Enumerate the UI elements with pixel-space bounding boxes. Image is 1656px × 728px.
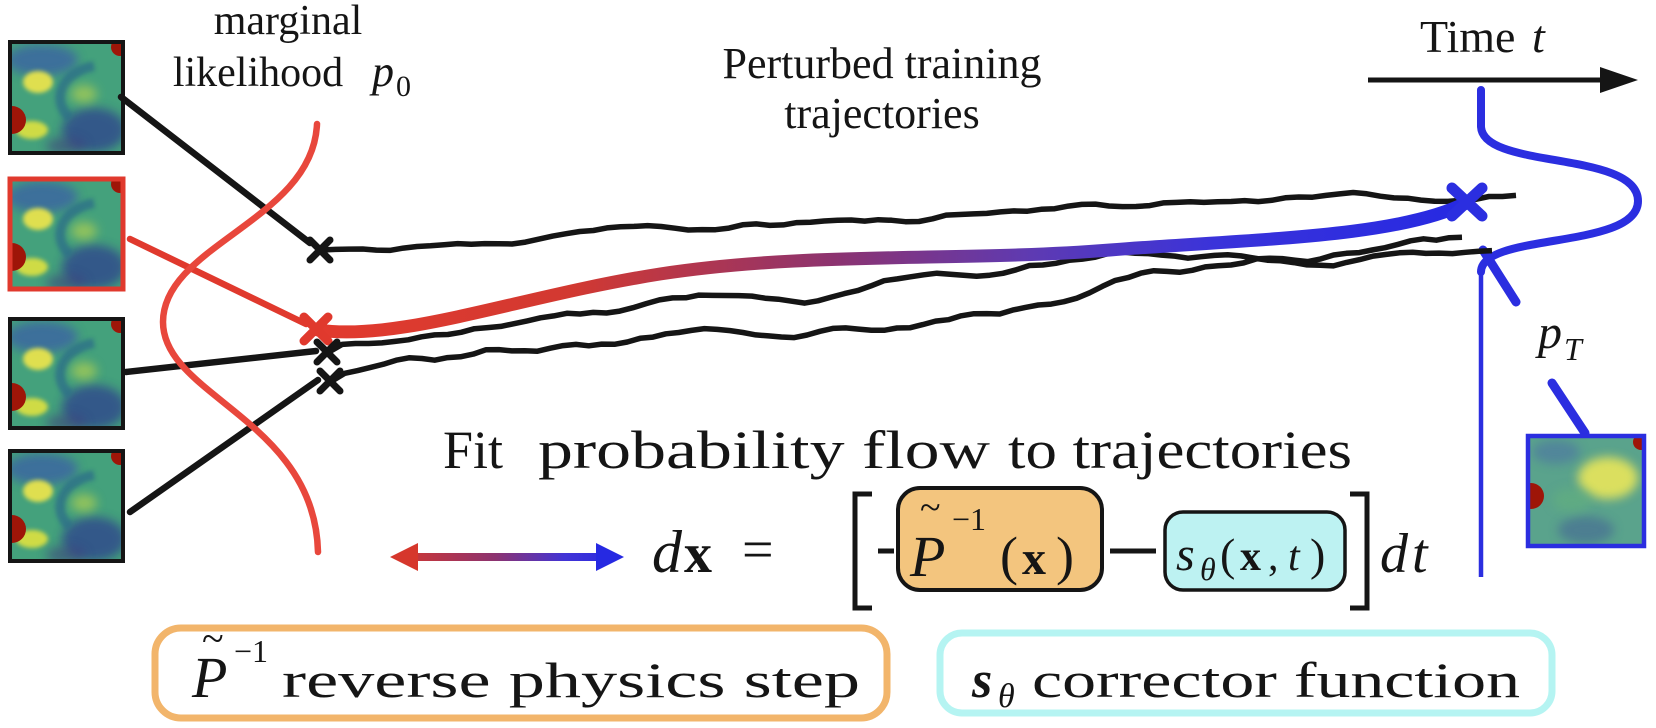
eq-s-theta: θ <box>1200 551 1216 587</box>
eq-bold-x-2: x <box>1240 534 1261 580</box>
pT-gaussian-curve <box>1477 86 1643 276</box>
eq-left-bracket-icon <box>852 491 872 611</box>
probability-flow-equation: d x = P ~ −1 ( x ) s θ ( x , t ) d t <box>652 486 1429 611</box>
simulation-snapshot-4 <box>0 447 129 564</box>
start-marker-x-red <box>299 312 333 346</box>
eq-d: d <box>652 519 683 585</box>
legend2-sub: θ <box>998 678 1015 715</box>
simulation-snapshot-1 <box>0 38 129 155</box>
connector-line-3 <box>122 347 320 376</box>
connector-line-4 <box>126 376 322 516</box>
legend2-s: s <box>971 652 992 709</box>
time-axis: Time t <box>1368 11 1638 93</box>
snapshot-connectors <box>117 93 322 516</box>
pT-sample-snapshot <box>1518 433 1649 549</box>
fit-gradient-words: probability flow <box>538 420 990 480</box>
legend1-P: P <box>191 645 227 710</box>
eq-t: t <box>1288 534 1301 580</box>
eq-bold-x: x <box>1022 532 1046 585</box>
training-trajectories <box>321 189 1517 384</box>
legend1-label: reverse physics step <box>282 652 860 708</box>
eq-open-paren: ( <box>1000 526 1018 586</box>
pT-leader-line-bottom <box>1547 378 1590 438</box>
eq-equals: = <box>742 519 774 581</box>
probability-flow-curve <box>311 196 1473 339</box>
trajectory-2 <box>327 247 1493 355</box>
connector-line-1 <box>117 93 314 247</box>
eq-right-bracket-icon <box>1350 491 1370 611</box>
pT-leader-line-top <box>1478 245 1521 307</box>
eq-open-paren-2: ( <box>1220 529 1235 580</box>
eq-comma: , <box>1268 534 1279 580</box>
eq-dt-d: d <box>1380 523 1409 585</box>
perturbed-label-line2: trajectories <box>784 89 979 138</box>
flow-direction-arrow-icon <box>390 543 624 571</box>
p0-symbol: p <box>369 47 394 96</box>
start-marker-x-1 <box>306 236 334 264</box>
perturbed-label-line1: Perturbed training <box>723 39 1042 88</box>
fit-prefix: Fit <box>443 420 503 480</box>
trajectory-1 <box>321 189 1517 254</box>
eq-P-sup: −1 <box>952 501 986 537</box>
trajectory-3 <box>330 234 1463 384</box>
eq-x: x <box>684 523 712 585</box>
eq-P: P <box>909 524 945 589</box>
legend-reverse-physics: P ~ −1 reverse physics step <box>151 616 891 722</box>
legend2-label: corrector function <box>1032 652 1520 708</box>
physics-term-box <box>896 486 1104 592</box>
time-var: t <box>1532 11 1546 62</box>
legend-corrector-function: s θ corrector function <box>936 629 1556 717</box>
end-marker-x-blue <box>1446 182 1488 222</box>
marginal-likelihood-label-line1: marginal <box>214 0 363 44</box>
eq-close-paren: ) <box>1056 526 1074 586</box>
start-marker-x-3 <box>316 367 344 395</box>
time-label: Time <box>1420 11 1515 62</box>
pT-subscript: T <box>1564 331 1584 367</box>
legend1-sup: −1 <box>234 633 268 669</box>
trajectory-start-markers <box>299 182 1488 395</box>
simulation-snapshot-2-highlighted <box>0 175 129 292</box>
start-marker-x-2 <box>313 338 341 366</box>
fit-suffix: to trajectories <box>1008 420 1352 480</box>
connector-line-2-red <box>126 235 310 328</box>
snapshot-stack <box>0 38 129 564</box>
legend1-tilde: ~ <box>202 616 224 661</box>
eq-dt-t: t <box>1412 523 1429 585</box>
eq-s: s <box>1176 528 1195 581</box>
corrector-term-box <box>1163 510 1347 592</box>
time-arrow-head-icon <box>1600 67 1638 93</box>
simulation-snapshot-3 <box>0 315 129 432</box>
p0-gaussian-curve <box>159 120 322 556</box>
fit-flow-caption: Fit probability flow to trajectories <box>443 420 1352 480</box>
p0-subscript: 0 <box>396 70 411 103</box>
pT-symbol: p <box>1535 306 1562 359</box>
eq-P-tilde: ~ <box>920 487 941 529</box>
eq-close-paren-2: ) <box>1310 529 1325 580</box>
marginal-likelihood-label-line2: likelihood <box>173 50 343 96</box>
